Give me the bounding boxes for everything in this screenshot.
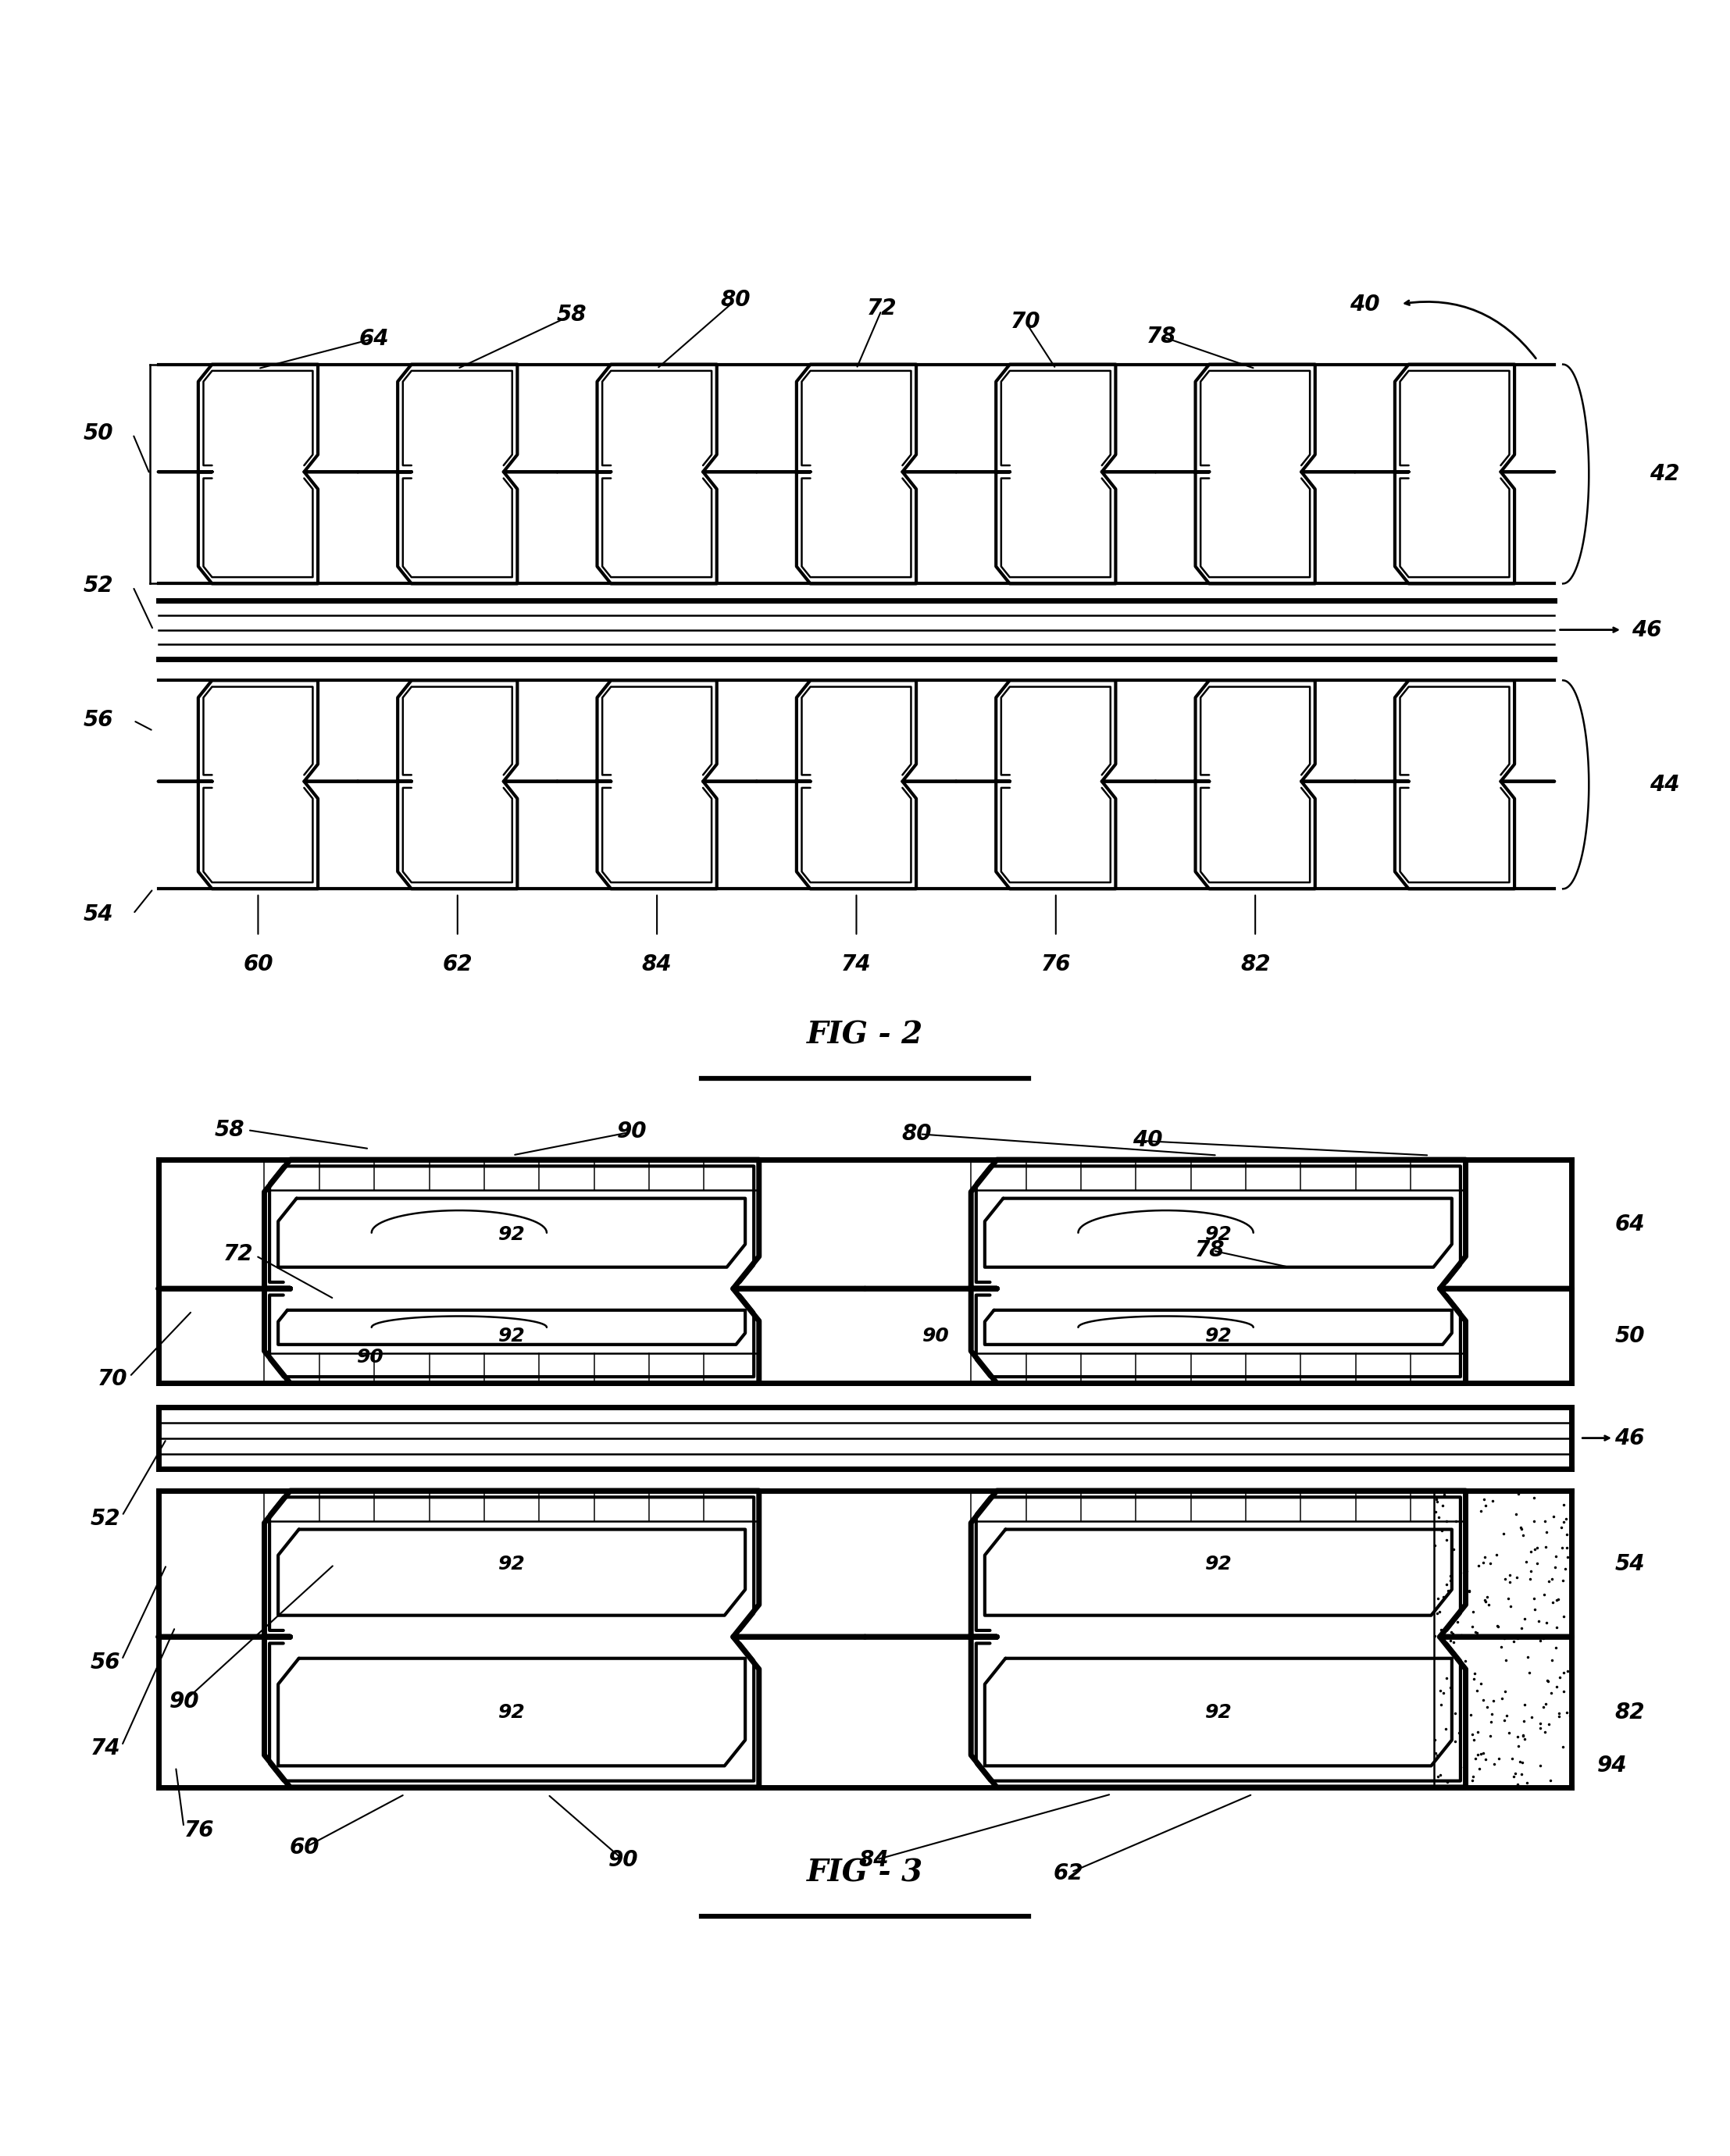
Text: 52: 52 <box>90 1507 121 1529</box>
Text: 70: 70 <box>97 1369 128 1391</box>
Text: 58: 58 <box>215 1119 244 1141</box>
Text: 44: 44 <box>1649 774 1680 796</box>
Text: 40: 40 <box>1349 293 1381 315</box>
Text: 62: 62 <box>1054 1863 1083 1884</box>
Text: 80: 80 <box>901 1123 932 1145</box>
Text: FIG - 2: FIG - 2 <box>806 1020 924 1050</box>
Text: 90: 90 <box>170 1690 199 1712</box>
Text: 84: 84 <box>642 953 671 975</box>
Text: FIG - 3: FIG - 3 <box>806 1858 924 1889</box>
Text: 46: 46 <box>1631 619 1663 640</box>
Text: 90: 90 <box>922 1326 950 1345</box>
Text: 70: 70 <box>1010 310 1040 332</box>
Text: 92: 92 <box>498 1703 526 1720</box>
Text: 92: 92 <box>498 1326 526 1345</box>
Text: 50: 50 <box>83 423 112 444</box>
Text: 76: 76 <box>183 1820 215 1841</box>
Text: 92: 92 <box>498 1225 526 1244</box>
Text: 54: 54 <box>1614 1552 1645 1574</box>
Text: 84: 84 <box>858 1850 889 1871</box>
Text: 92: 92 <box>1204 1554 1232 1574</box>
Text: 90: 90 <box>609 1850 638 1871</box>
Text: 90: 90 <box>356 1348 384 1367</box>
Text: 92: 92 <box>1204 1703 1232 1720</box>
Text: 82: 82 <box>1240 953 1270 975</box>
Text: 76: 76 <box>1041 953 1071 975</box>
Text: 92: 92 <box>1204 1326 1232 1345</box>
Text: 50: 50 <box>1614 1326 1645 1348</box>
Text: 58: 58 <box>557 304 586 326</box>
Text: 90: 90 <box>618 1121 647 1143</box>
Text: 72: 72 <box>867 298 898 319</box>
Text: 82: 82 <box>1614 1701 1645 1723</box>
Text: 94: 94 <box>1597 1755 1628 1777</box>
Text: 42: 42 <box>1649 464 1680 485</box>
Text: 46: 46 <box>1614 1427 1645 1449</box>
Text: 60: 60 <box>291 1837 320 1858</box>
Text: 64: 64 <box>1614 1214 1645 1235</box>
Text: 54: 54 <box>83 903 112 925</box>
Text: 40: 40 <box>1131 1130 1163 1151</box>
Text: 64: 64 <box>358 328 389 349</box>
Text: 80: 80 <box>721 289 751 310</box>
Text: 78: 78 <box>1195 1240 1225 1261</box>
Text: 60: 60 <box>242 953 273 975</box>
Text: 92: 92 <box>1204 1225 1232 1244</box>
Text: 78: 78 <box>1147 326 1176 347</box>
Text: 56: 56 <box>83 709 112 731</box>
Text: 56: 56 <box>90 1651 121 1673</box>
Text: 74: 74 <box>841 953 872 975</box>
Text: 74: 74 <box>90 1738 121 1759</box>
Text: 72: 72 <box>223 1244 253 1266</box>
Text: 92: 92 <box>498 1554 526 1574</box>
Text: 52: 52 <box>83 576 112 597</box>
Text: 62: 62 <box>443 953 472 975</box>
